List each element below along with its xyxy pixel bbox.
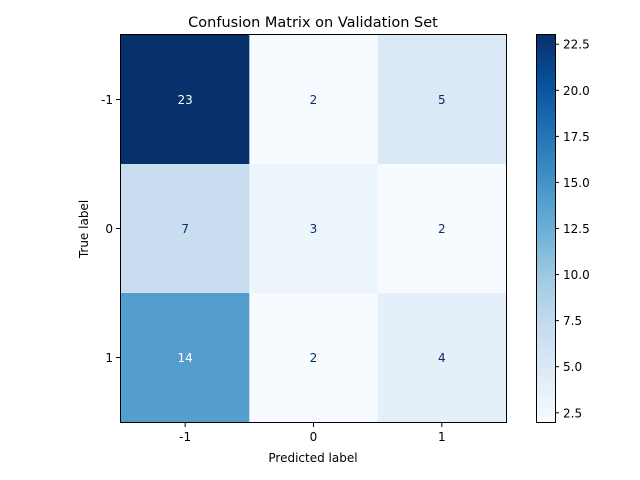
heatmap-cell: [249, 164, 379, 294]
colorbar-tick-label: 15.0: [563, 176, 590, 190]
heatmap-cell: [249, 293, 379, 423]
colorbar-tick-label: 10.0: [563, 268, 590, 282]
colorbar-tick-label: 20.0: [563, 84, 590, 98]
heatmap-cell: [121, 35, 250, 165]
chart-title: Confusion Matrix on Validation Set: [188, 15, 438, 31]
colorbar-tick-label: 17.5: [563, 130, 590, 144]
heatmap-cell: [377, 293, 507, 423]
y-axis-label: True label: [77, 200, 91, 259]
x-axis-label: Predicted label: [268, 451, 357, 465]
heatmap-cell: [121, 164, 250, 294]
cell-value-label: 2: [310, 93, 318, 107]
colorbar-ticks: 2.5 5.0 7.5 10.0 12.5 15.0 17.5 20.0 22.5: [555, 38, 590, 420]
colorbar-tick-label: 12.5: [563, 222, 590, 236]
y-tick-label: 1: [105, 351, 113, 365]
x-tick-label: 1: [438, 430, 446, 444]
heatmap-cell-labels: 23 2 5 7 3 2 14 2 4: [178, 93, 446, 365]
colorbar-tick-label: 5.0: [563, 360, 582, 374]
y-tick-label: 0: [105, 222, 113, 236]
heatmap-cells: [121, 35, 507, 423]
x-tick-label: -1: [179, 430, 191, 444]
cell-value-label: 23: [178, 93, 193, 107]
heatmap-cell: [377, 164, 507, 294]
colorbar-tick-label: 22.5: [563, 38, 590, 52]
cell-value-label: 4: [438, 351, 446, 365]
heatmap-cell: [121, 293, 250, 423]
y-axis-ticks: -1 0 1: [101, 93, 120, 365]
x-tick-label: 0: [310, 430, 318, 444]
cell-value-label: 7: [181, 222, 189, 236]
y-tick-label: -1: [101, 93, 113, 107]
heatmap-cell: [249, 35, 379, 165]
heatmap-cell: [377, 35, 507, 165]
cell-value-label: 14: [178, 351, 193, 365]
plot-frame: [120, 34, 507, 423]
cell-value-label: 2: [310, 351, 318, 365]
cell-value-label: 5: [438, 93, 446, 107]
cell-value-label: 3: [310, 222, 318, 236]
colorbar-tick-label: 7.5: [563, 314, 582, 328]
x-axis-ticks: -1 0 1: [179, 423, 446, 444]
colorbar-tick-label: 2.5: [563, 406, 582, 420]
colorbar: [536, 34, 556, 423]
cell-value-label: 2: [438, 222, 446, 236]
